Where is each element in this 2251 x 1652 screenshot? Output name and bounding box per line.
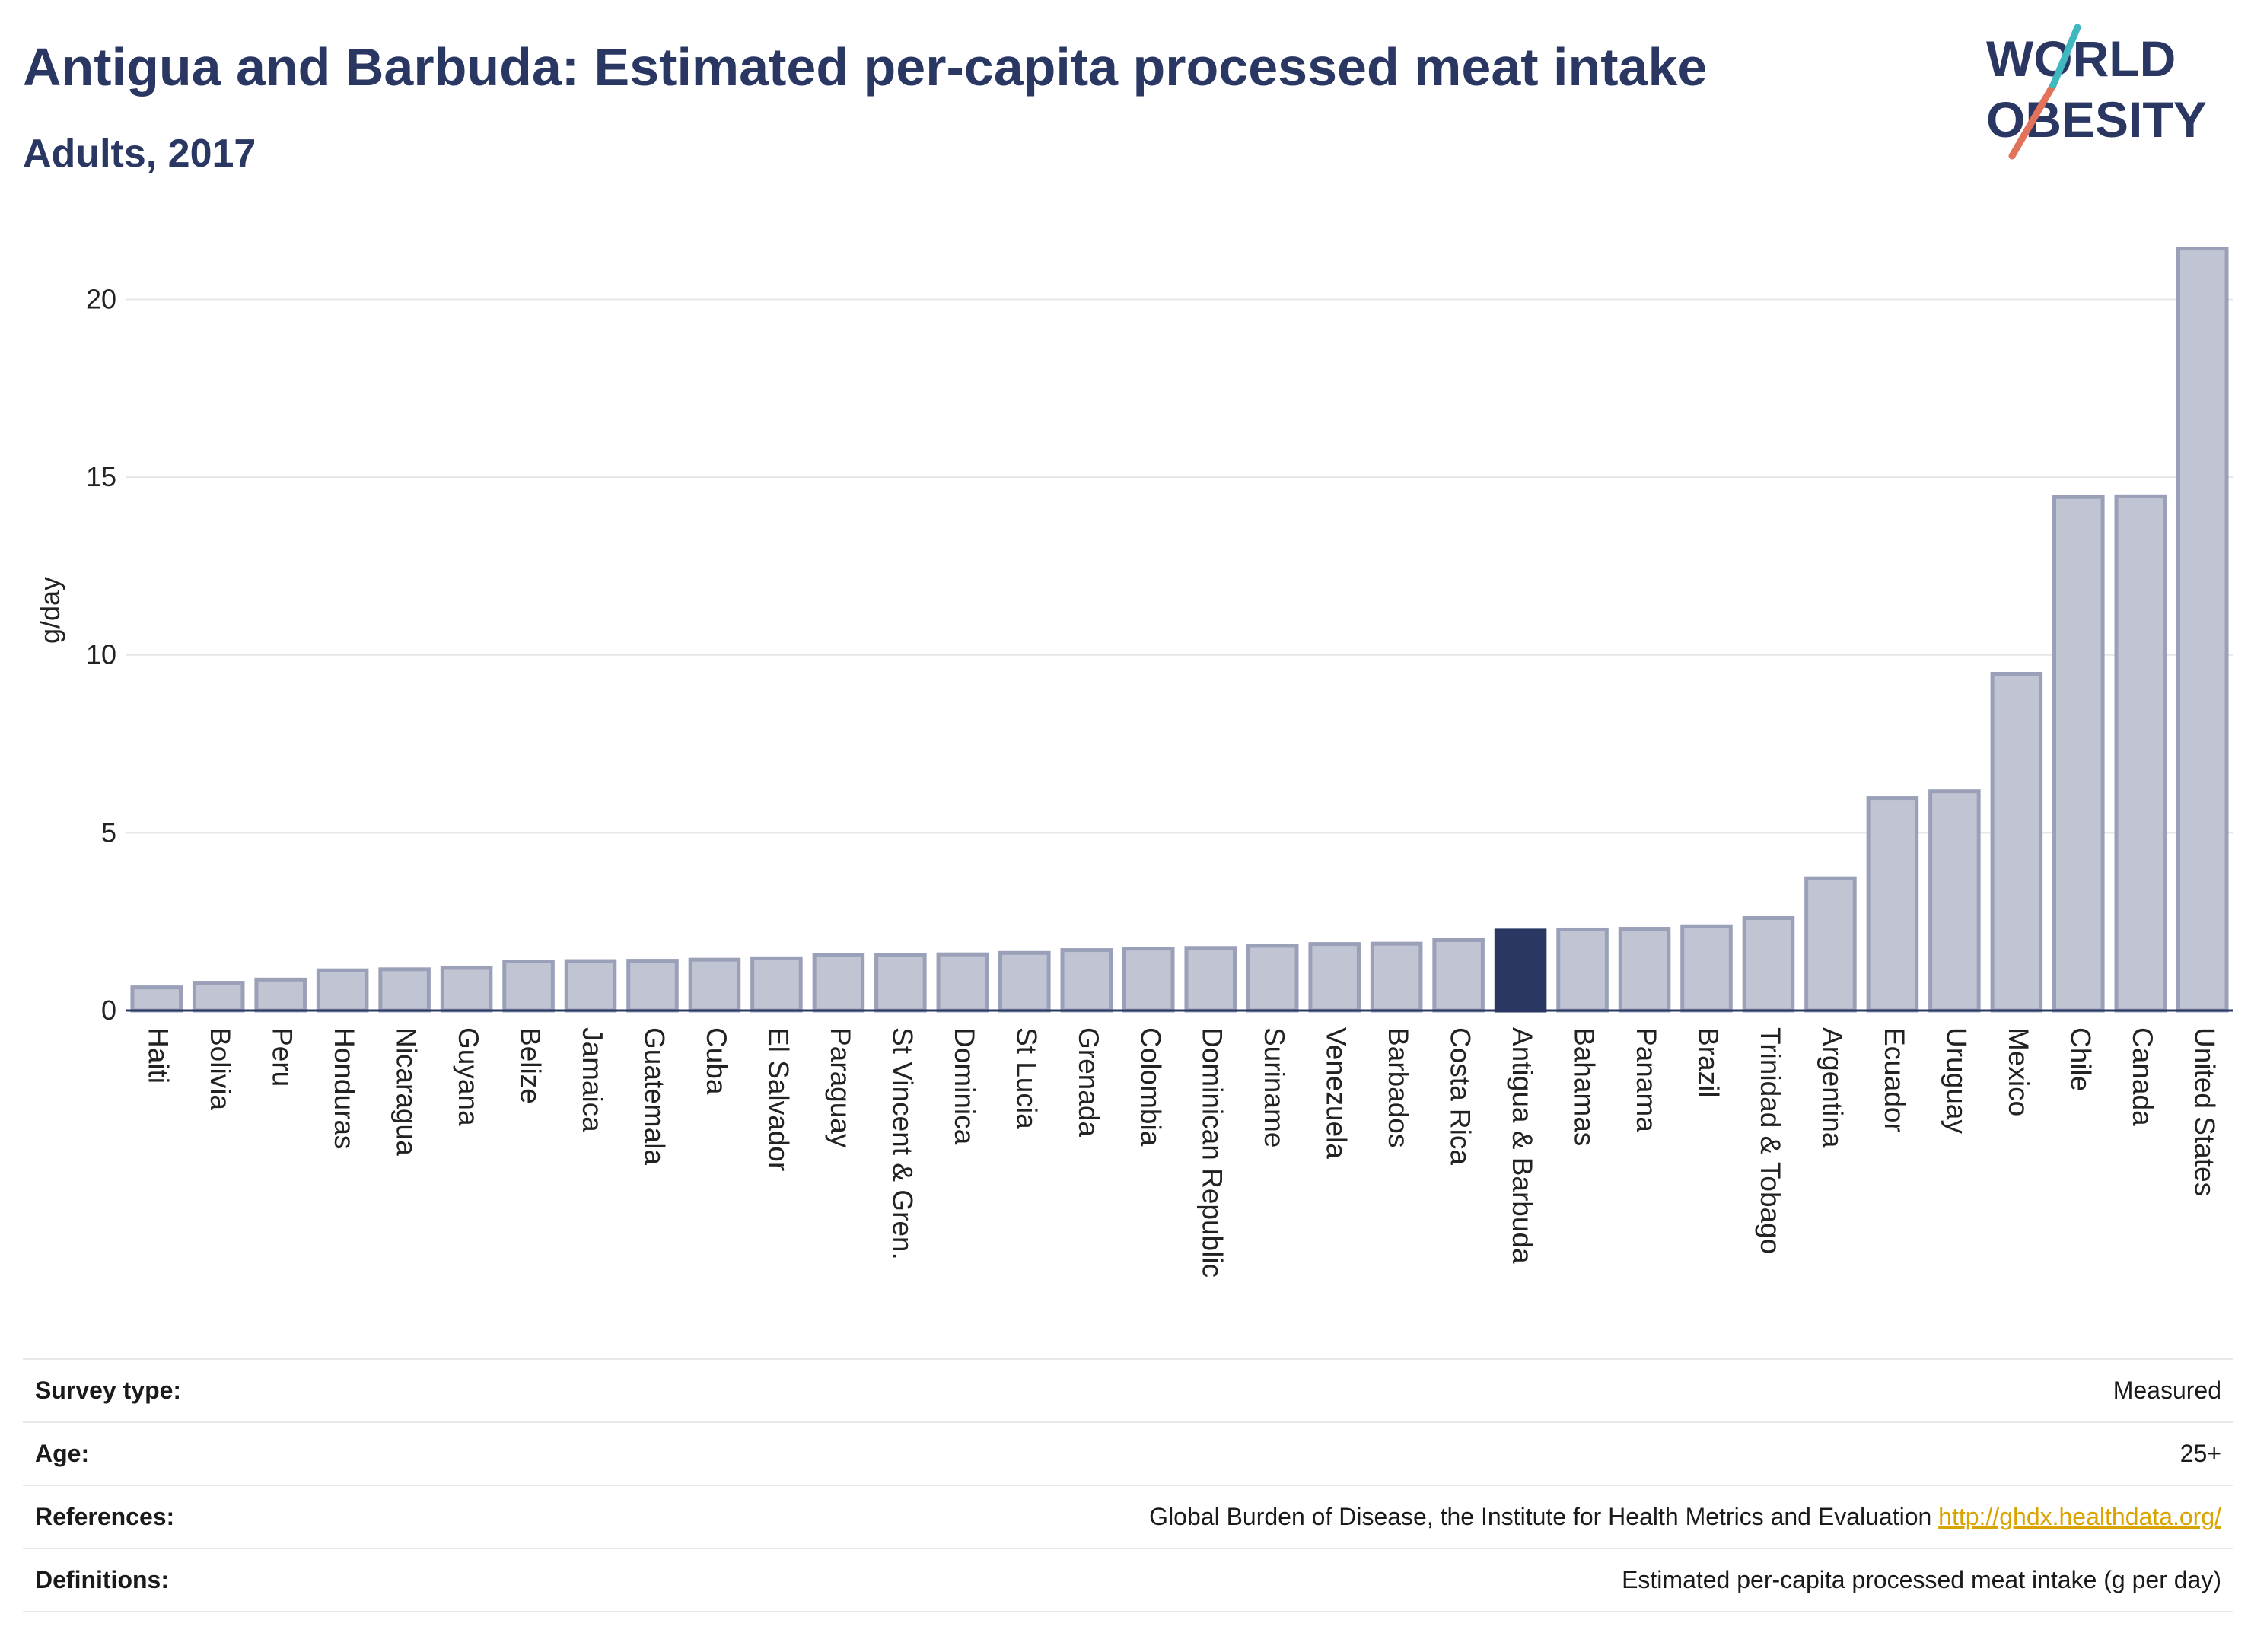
bar-venezuela [1308,942,1361,1013]
y-tick-label: 10 [86,639,116,670]
x-axis-labels: Haiti Bolivia Peru Honduras Nicaragua Guyana B… [143,1027,2221,1278]
x-tick-label: Panama [1631,1027,1662,1132]
bar-paraguay [812,953,865,1013]
bar-antigua-barbuda [1494,928,1547,1013]
x-tick-label: Peru [267,1027,298,1087]
bar-united-states [2176,247,2229,1013]
bar-suriname [1246,944,1299,1013]
bar-guatemala [626,959,679,1013]
bar-belize [502,960,555,1013]
x-tick-label: Suriname [1259,1027,1290,1147]
definitions-value: Estimated per-capita processed meat inta… [1622,1566,2221,1593]
x-tick-label: Belize [515,1027,546,1104]
x-tick-label: Nicaragua [391,1027,422,1156]
x-tick-label: Chile [2065,1027,2096,1091]
bar-grenada [1060,948,1113,1013]
y-tick-label: 20 [86,283,116,314]
bar-trinidad-tobago [1742,916,1795,1013]
x-tick-label: Bolivia [205,1027,236,1110]
references-link[interactable]: http://ghdx.healthdata.org/ [1938,1503,2221,1530]
bar-honduras [316,968,369,1013]
bar-dominica [936,952,989,1013]
bar-ecuador [1866,796,1919,1013]
world-obesity-logo: WORLD OBESITY [1986,24,2207,160]
x-tick-label: Barbados [1383,1027,1414,1147]
x-tick-label: Jamaica [577,1027,608,1132]
x-tick-label: Cuba [701,1027,732,1095]
y-tick-label: 5 [101,816,116,848]
x-tick-label: Colombia [1135,1027,1166,1147]
x-tick-label: Antigua & Barbuda [1507,1027,1538,1264]
x-tick-label: Canada [2127,1027,2158,1126]
bar-panama [1618,927,1671,1013]
page-title: Antigua and Barbuda: Estimated per-capit… [23,37,1708,97]
x-tick-label: Bahamas [1569,1027,1600,1146]
bar-el-salvador [750,956,803,1013]
x-tick-label: Venezuela [1321,1027,1352,1159]
bar-haiti [130,985,183,1013]
references-value: Global Burden of Disease, the Institute … [306,1485,2234,1549]
x-tick-label: Trinidad & Tobago [1755,1027,1786,1254]
bar-mexico [1990,671,2043,1013]
age-value: 25+ [2179,1440,2221,1467]
bar-nicaragua [378,967,431,1013]
definitions-label: Definitions: [35,1566,169,1593]
y-tick-label: 15 [86,461,116,492]
x-tick-label: St Lucia [1011,1027,1042,1129]
x-tick-label: Guatemala [639,1027,670,1165]
x-tick-label: Haiti [143,1027,174,1084]
y-axis-title: g/day [34,577,65,644]
bar-chart: 0 5 10 15 20 Haiti Bolivia Peru Honduras Nicarag… [34,247,2233,1278]
x-tick-label: St Vincent & Gren. [887,1027,918,1260]
info-row-age: Age: 25+ [23,1422,2233,1485]
bar-argentina [1804,876,1857,1013]
x-tick-label: El Salvador [763,1027,794,1171]
chart-gridlines [126,298,2233,834]
bar-peru [254,977,307,1013]
x-tick-label: United States [2189,1027,2220,1196]
age-label: Age: [35,1440,90,1467]
bar-bolivia [192,981,245,1013]
bar-brazil [1680,924,1733,1013]
bar-canada [2114,494,2167,1013]
x-tick-label: Brazil [1693,1027,1724,1098]
bar-chile [2052,495,2105,1013]
x-tick-label: Grenada [1073,1027,1104,1137]
x-tick-label: Costa Rica [1445,1027,1476,1165]
info-row-survey-type: Survey type: Measured [23,1359,2233,1422]
survey-type-value: Measured [2113,1377,2221,1404]
x-tick-label: Ecuador [1879,1027,1910,1132]
references-label: References: [35,1503,175,1530]
bar-uruguay [1928,789,1981,1013]
bar-jamaica [564,959,617,1013]
references-text: Global Burden of Disease, the Institute … [1149,1503,1932,1530]
bar-cuba [688,957,741,1013]
bar-barbados [1370,941,1423,1013]
bar-st-vincent-gren- [874,953,927,1013]
info-row-definitions: Definitions: Estimated per-capita proces… [23,1549,2233,1612]
svg-text:WORLD: WORLD [1986,30,2176,87]
y-axis: 0 5 10 15 20 [86,283,116,1026]
y-tick-label: 0 [101,995,116,1026]
bar-dominican-republic [1184,946,1237,1013]
x-tick-label: Paraguay [825,1027,856,1148]
page-subtitle: Adults, 2017 [23,132,256,176]
x-tick-label: Argentina [1816,1027,1848,1148]
x-tick-label: Mexico [2003,1027,2034,1116]
bar-guyana [440,966,493,1013]
chart-bars [130,247,2229,1013]
bar-colombia [1122,947,1175,1013]
x-tick-label: Honduras [329,1027,360,1149]
bar-bahamas [1556,927,1609,1013]
x-tick-label: Guyana [453,1027,484,1126]
survey-type-label: Survey type: [35,1377,182,1404]
x-tick-label: Dominican Republic [1197,1027,1228,1278]
info-table: Survey type: Measured Age: 25+ Reference… [23,1358,2233,1612]
x-tick-label: Dominica [949,1027,980,1145]
x-tick-label: Uruguay [1941,1027,1972,1134]
info-row-references: References: Global Burden of Disease, th… [23,1485,2233,1549]
bar-st-lucia [998,950,1051,1013]
bar-costa-rica [1432,937,1485,1013]
